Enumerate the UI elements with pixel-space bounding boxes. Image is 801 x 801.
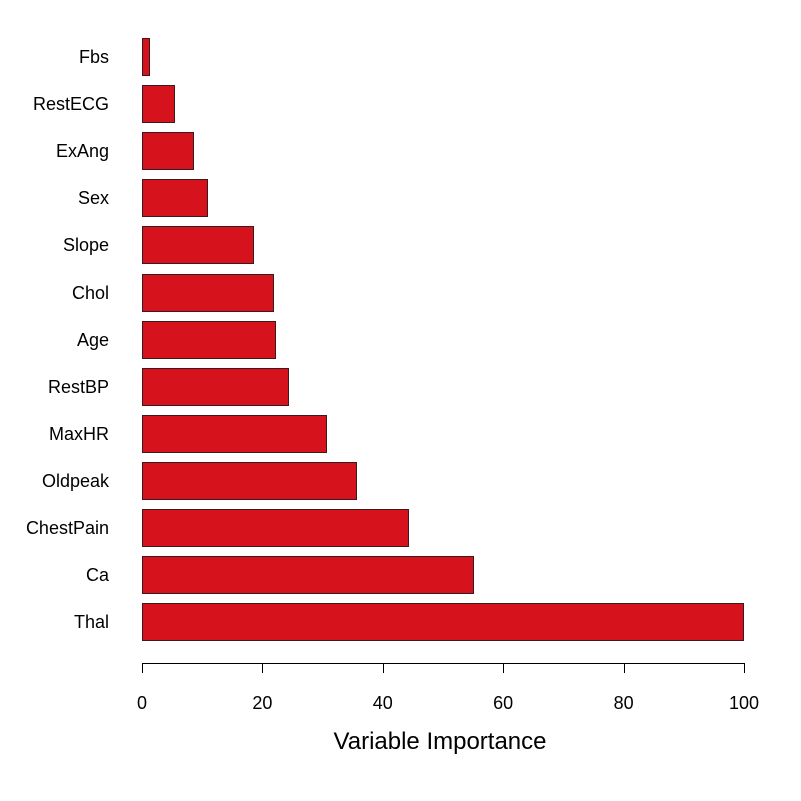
x-tick-label: 20 — [252, 693, 273, 713]
bar-slope — [142, 226, 254, 265]
y-label-sex: Sex — [77, 188, 109, 209]
bar-oldpeak — [142, 461, 357, 500]
y-label-chestpain: ChestPain — [25, 518, 109, 538]
bar-restbp — [142, 367, 289, 406]
bar-age — [142, 320, 277, 359]
x-tick-label: 0 — [136, 693, 148, 713]
x-tick-label: 80 — [613, 693, 634, 713]
bar-thal — [142, 603, 744, 642]
y-label-exang: ExAng — [55, 141, 109, 162]
y-label-oldpeak: Oldpeak — [41, 470, 109, 491]
bar-restecg — [142, 85, 176, 124]
y-label-maxhr: MaxHR — [48, 423, 109, 444]
y-label-age: Age — [76, 329, 109, 350]
x-axis-line — [142, 663, 744, 664]
y-label-restecg: RestECG — [32, 94, 109, 115]
x-tick — [744, 663, 745, 673]
x-tick — [262, 663, 264, 673]
y-label-fbs: Fbs — [78, 47, 109, 67]
x-tick — [142, 663, 143, 673]
bar-ca — [142, 556, 474, 595]
x-tick-label: 40 — [372, 693, 393, 713]
x-tick-label: 100 — [728, 693, 760, 713]
bar-fbs — [142, 38, 150, 76]
y-label-chol: Chol — [71, 282, 109, 303]
bar-sex — [142, 179, 209, 218]
x-tick — [382, 663, 384, 673]
bar-chestpain — [142, 509, 410, 547]
bar-maxhr — [142, 414, 327, 453]
bar-chol — [142, 273, 274, 312]
y-label-slope: Slope — [62, 235, 109, 256]
bar-exang — [142, 132, 194, 171]
x-tick — [623, 663, 625, 673]
x-axis-title: Variable Importance — [333, 728, 547, 755]
x-tick — [503, 663, 505, 673]
y-label-restbp: RestBP — [47, 376, 109, 397]
y-label-thal: Thal — [73, 612, 109, 633]
x-tick-label: 60 — [493, 693, 514, 713]
y-label-ca: Ca — [85, 565, 109, 586]
